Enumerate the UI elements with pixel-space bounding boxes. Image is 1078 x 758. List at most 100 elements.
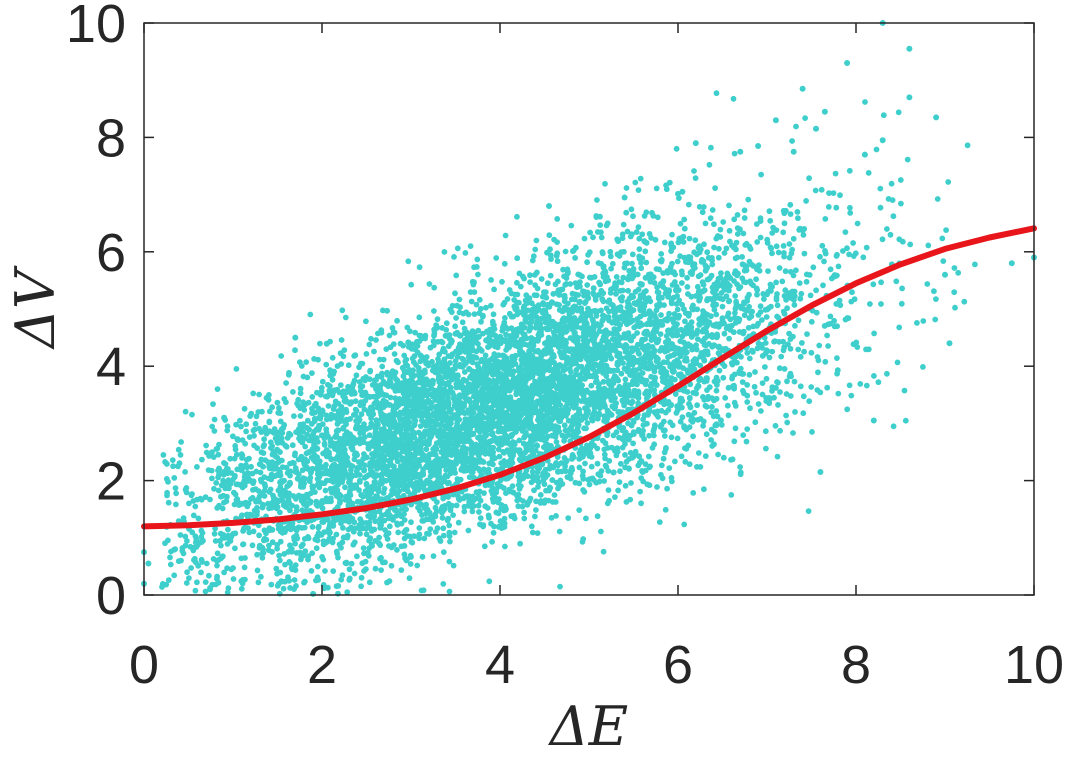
scatter-point [386,543,392,549]
scatter-point [623,185,630,191]
scatter-point [452,323,458,330]
scatter-point [313,437,319,443]
scatter-point [576,507,583,513]
scatter-point [379,370,385,377]
scatter-point [493,509,500,516]
scatter-point [598,234,605,241]
scatter-point [488,277,494,283]
scatter-point [261,436,267,443]
scatter-point [583,425,589,432]
scatter-point [233,366,240,372]
scatter-point [616,479,623,485]
scatter-point [615,487,621,494]
scatter-point [834,367,841,374]
scatter-point [440,549,447,555]
scatter-point [793,123,799,130]
scatter-point [602,180,608,187]
scatter-point [432,529,439,535]
scatter-point [325,381,331,388]
scatter-point [300,552,307,559]
scatter-point [877,204,884,211]
scatter-point [720,374,727,381]
scatter-point [651,368,658,375]
scatter-point [221,460,227,466]
scatter-point [509,353,515,360]
scatter-point [471,289,478,295]
scatter-point [575,406,582,413]
scatter-point [703,431,710,438]
scatter-point [781,250,787,256]
scatter-point [945,179,952,185]
scatter-point [375,442,382,449]
scatter-point [669,260,675,267]
scatter-point [447,360,453,366]
scatter-point [890,213,897,220]
scatter-point [211,416,218,423]
scatter-point [552,499,559,505]
scatter-point [256,391,262,398]
scatter-point [309,370,315,376]
scatter-point [562,468,569,475]
scatter-point [775,402,781,408]
scatter-point [213,446,220,452]
scatter-point [508,290,515,297]
scatter-point [543,294,550,301]
scatter-point [561,298,568,305]
scatter-point [934,196,941,202]
scatter-point [391,451,397,457]
scatter-point [427,526,434,532]
scatter-point [964,142,971,149]
scatter-point [323,361,330,368]
scatter-point [708,313,714,320]
scatter-point [227,455,234,462]
scatter-point [396,488,402,495]
scatter-point [238,555,245,562]
scatter-point [241,525,247,532]
scatter-point [291,413,297,419]
scatter-point [790,430,796,436]
scatter-point [318,432,325,439]
scatter-point [784,305,790,312]
scatter-point [534,530,541,536]
scatter-point [259,554,266,561]
scatter-point [169,457,176,463]
scatter-point [532,513,538,520]
scatter-point [521,509,527,516]
scatter-point [611,373,618,379]
scatter-point [664,485,670,492]
scatter-point [731,150,738,157]
scatter-point [221,569,228,576]
scatter-point [767,281,774,288]
scatter-point [297,413,304,419]
scatter-point [171,572,178,579]
scatter-point [780,338,786,345]
scatter-point [411,488,418,495]
scatter-point [182,469,189,475]
scatter-point [716,367,723,374]
scatter-point [461,369,468,375]
scatter-point [532,474,538,480]
scatter-point [416,535,422,542]
scatter-point [265,500,271,507]
scatter-point [897,177,904,183]
scatter-point [477,521,483,528]
scatter-point [789,138,795,144]
scatter-point [534,469,541,476]
scatter-point [961,298,968,305]
scatter-point [884,226,890,232]
scatter-point [340,424,347,431]
scatter-point [490,529,497,536]
scatter-point [887,231,894,238]
scatter-point [773,296,780,303]
scatter-point [951,289,958,296]
scatter-point [260,450,267,456]
scatter-point [642,461,649,467]
scatter-point [483,304,489,311]
scatter-point [744,426,751,432]
scatter-point [826,190,832,197]
scatter-point [302,548,309,555]
scatter-point [666,339,673,346]
scatter-point [488,438,495,445]
scatter-point [697,272,704,278]
